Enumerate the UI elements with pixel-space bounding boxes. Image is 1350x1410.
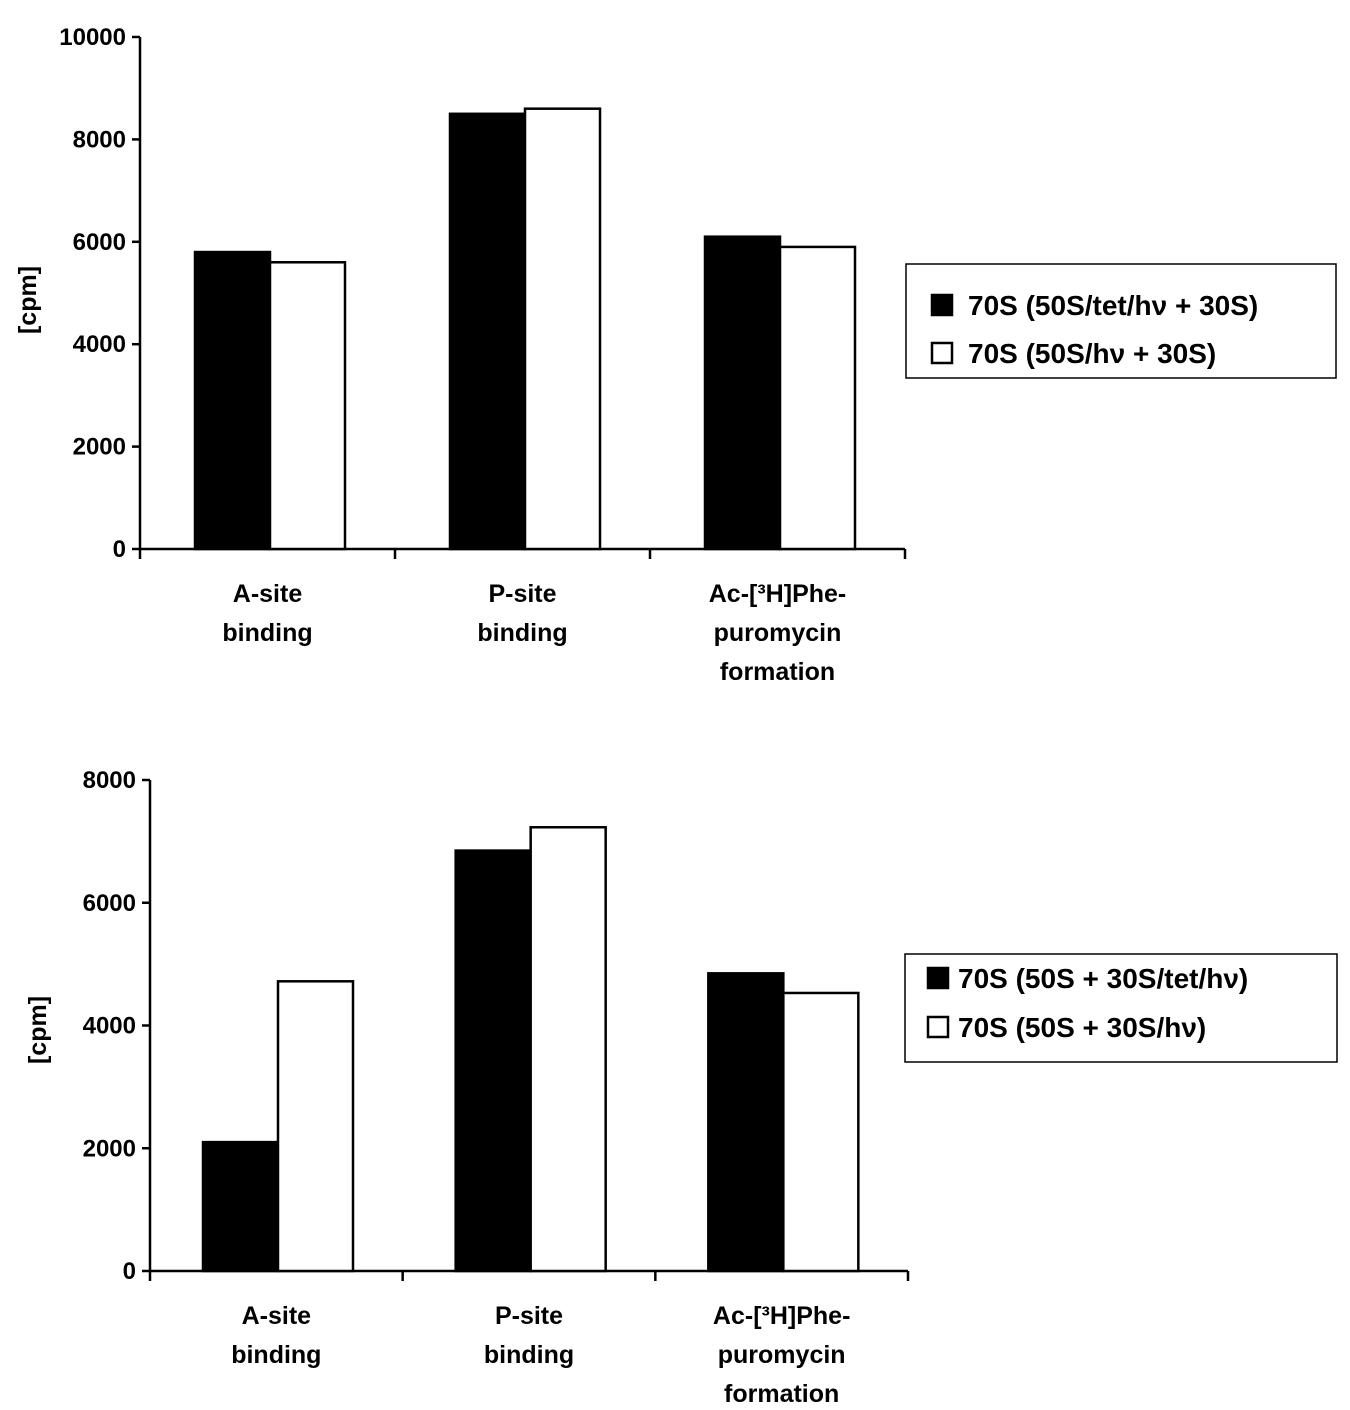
category-label: binding	[484, 1341, 574, 1369]
legend-swatch	[930, 341, 954, 365]
legend-label: 70S (50S + 30S/hν)	[958, 1012, 1206, 1043]
legend-label: 70S (50S/hν + 30S)	[968, 338, 1216, 369]
category-label: formation	[724, 1380, 839, 1408]
chart-bottom: 0 2000 4000 6000 8000 [cpm] A-site binding P-sit…	[24, 767, 1338, 1408]
bar	[454, 849, 532, 1273]
bar	[529, 826, 607, 1273]
category-label: puromycin	[718, 1341, 846, 1369]
category-label: P-site	[488, 580, 556, 608]
category-label: binding	[231, 1341, 321, 1369]
category-label: formation	[720, 658, 835, 686]
bar	[523, 107, 602, 551]
bar	[268, 261, 347, 551]
bar	[782, 991, 860, 1273]
y-tick-label: 10000	[59, 24, 126, 51]
category-label: binding	[477, 619, 567, 647]
chart-top: 0 2000 4000 6000 8000 10000 [cpm] A-site binding…	[14, 24, 1337, 686]
bar	[276, 980, 355, 1273]
category-label: binding	[222, 619, 312, 647]
legend-label: 70S (50S + 30S/tet/hν)	[958, 963, 1248, 994]
y-tick-label: 2000	[73, 434, 126, 461]
legend-swatch	[926, 1015, 950, 1039]
y-axis-label: [cpm]	[14, 266, 42, 334]
y-tick-label: 6000	[83, 890, 136, 917]
category-label: A-site	[242, 1302, 312, 1330]
bar	[703, 235, 782, 551]
category-label: P-site	[495, 1302, 563, 1330]
category-label: Ac-[³H]Phe-	[709, 580, 847, 608]
legend-label: 70S (50S/tet/hν + 30S)	[968, 290, 1258, 321]
y-tick-label: 6000	[73, 229, 126, 256]
legend	[905, 263, 1337, 379]
bar	[193, 250, 272, 551]
y-tick-label: 4000	[83, 1013, 136, 1040]
legend-swatch	[926, 966, 950, 990]
bar	[707, 972, 785, 1273]
y-axis-label: [cpm]	[24, 996, 52, 1064]
category-label: A-site	[233, 580, 303, 608]
legend-swatch	[930, 293, 954, 317]
y-tick-label: 8000	[83, 767, 136, 794]
bar	[448, 112, 527, 551]
y-tick-label: 0	[123, 1258, 136, 1285]
bar	[778, 245, 857, 551]
y-tick-label: 2000	[83, 1135, 136, 1162]
bar	[201, 1140, 280, 1273]
y-tick-label: 8000	[73, 126, 126, 153]
y-tick-label: 4000	[73, 331, 126, 358]
legend	[904, 953, 1338, 1063]
y-tick-label: 0	[113, 536, 126, 563]
category-label: puromycin	[714, 619, 842, 647]
category-label: Ac-[³H]Phe-	[713, 1302, 851, 1330]
